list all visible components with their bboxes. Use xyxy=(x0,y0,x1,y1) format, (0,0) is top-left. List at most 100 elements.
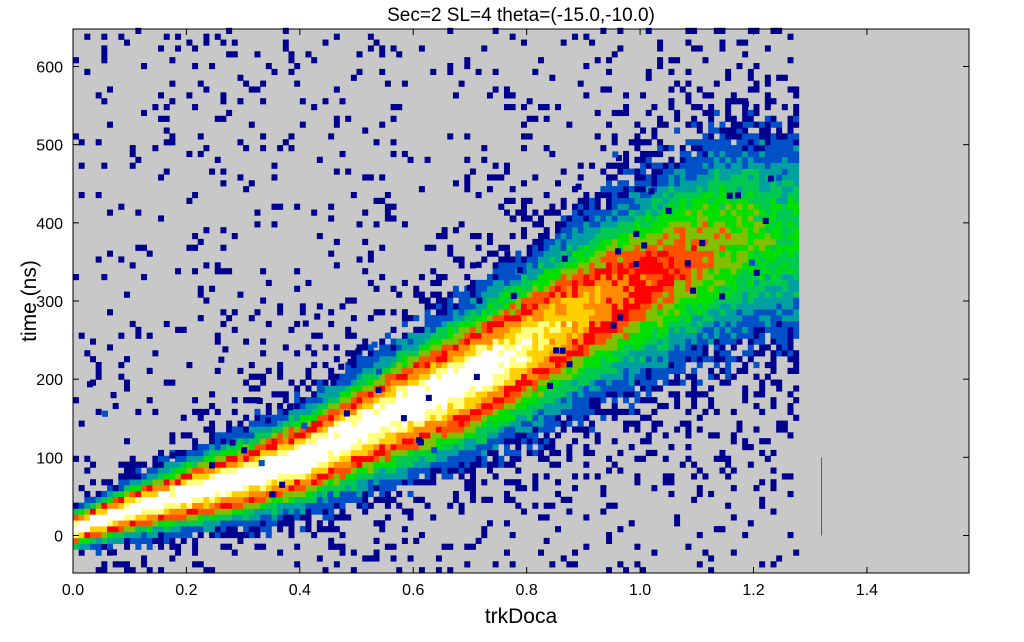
heatmap-cell xyxy=(515,444,522,451)
heatmap-cell xyxy=(611,186,618,193)
heatmap-cell xyxy=(277,309,284,316)
heatmap-cell xyxy=(84,502,91,509)
heatmap-cell xyxy=(373,549,380,556)
heatmap-cell xyxy=(747,174,754,181)
heatmap-cell xyxy=(623,320,630,328)
heatmap-cell xyxy=(583,285,590,292)
heatmap-cell xyxy=(526,320,533,328)
heatmap-cell xyxy=(350,397,357,404)
heatmap-cell xyxy=(685,408,692,416)
heatmap-cell xyxy=(345,397,352,404)
heatmap-cell xyxy=(271,68,278,76)
heatmap-cell xyxy=(486,332,493,339)
heatmap-cell xyxy=(713,238,720,246)
heatmap-cell xyxy=(611,356,618,363)
heatmap-cell xyxy=(73,543,79,550)
heatmap-cell xyxy=(572,279,579,287)
heatmap-cell xyxy=(107,250,113,257)
heatmap-cell xyxy=(685,162,692,169)
heatmap-outlier-cell xyxy=(229,439,236,446)
heatmap-cell xyxy=(430,268,437,275)
heatmap-cell xyxy=(566,303,573,310)
heatmap-cell xyxy=(84,520,91,527)
heatmap-cell xyxy=(384,479,391,486)
heatmap-cell xyxy=(84,33,91,40)
heatmap-cell xyxy=(469,420,476,427)
heatmap-cell xyxy=(254,531,261,539)
heatmap-cell xyxy=(594,379,601,386)
heatmap-cell xyxy=(424,315,431,322)
heatmap-cell xyxy=(708,168,715,175)
heatmap-cell xyxy=(685,332,692,339)
heatmap-cell xyxy=(124,526,131,533)
heatmap-cell xyxy=(339,373,346,380)
heatmap-cell xyxy=(577,408,584,416)
heatmap-cell xyxy=(759,238,766,246)
heatmap-cell xyxy=(345,414,352,421)
heatmap-cell xyxy=(566,414,573,421)
heatmap-cell xyxy=(725,186,732,193)
heatmap-cell xyxy=(566,408,573,416)
heatmap-cell xyxy=(617,297,624,304)
heatmap-cell xyxy=(532,115,539,122)
heatmap-cell xyxy=(418,379,425,386)
heatmap-cell xyxy=(747,209,754,216)
heatmap-cell xyxy=(362,426,369,433)
heatmap-cell xyxy=(781,104,788,111)
heatmap-cell xyxy=(719,367,726,374)
heatmap-cell xyxy=(611,233,618,240)
heatmap-cell xyxy=(696,274,703,281)
heatmap-cell xyxy=(447,309,454,316)
heatmap-cell xyxy=(781,256,788,263)
heatmap-cell xyxy=(736,256,743,263)
heatmap-cell xyxy=(464,444,471,451)
heatmap-cell xyxy=(209,63,216,70)
heatmap-cell xyxy=(696,561,703,568)
heatmap-cell xyxy=(594,432,601,439)
heatmap-cell xyxy=(713,350,720,357)
heatmap-cell xyxy=(486,444,493,451)
heatmap-cell xyxy=(413,291,420,298)
heatmap-cell xyxy=(781,285,788,292)
heatmap-cell xyxy=(475,367,482,374)
heatmap-cell xyxy=(299,397,306,404)
heatmap-cell xyxy=(294,514,301,521)
heatmap-cell xyxy=(163,526,170,533)
heatmap-cell xyxy=(407,426,414,433)
heatmap-cell xyxy=(674,279,681,287)
heatmap-cell xyxy=(396,444,403,451)
heatmap-cell xyxy=(662,238,669,246)
heatmap-cell xyxy=(509,338,516,345)
heatmap-cell xyxy=(736,297,743,304)
heatmap-cell xyxy=(186,473,193,480)
heatmap-cell xyxy=(260,526,267,533)
heatmap-cell xyxy=(651,262,658,269)
heatmap-cell xyxy=(333,467,340,474)
heatmap-cell xyxy=(674,344,681,351)
heatmap-cell xyxy=(390,285,397,292)
heatmap-outlier-cell xyxy=(400,415,407,422)
heatmap-cell xyxy=(447,250,454,257)
heatmap-cell xyxy=(362,367,369,374)
heatmap-cell xyxy=(651,191,658,199)
heatmap-cell xyxy=(379,479,386,486)
heatmap-cell xyxy=(708,356,715,363)
heatmap-cell xyxy=(634,191,641,199)
heatmap-cell xyxy=(243,379,250,386)
heatmap-cell xyxy=(776,139,783,146)
heatmap-cell xyxy=(702,168,709,175)
heatmap-cell xyxy=(759,285,766,292)
heatmap-cell xyxy=(492,350,499,357)
heatmap-cell xyxy=(560,408,567,416)
heatmap-cell xyxy=(311,531,318,539)
heatmap-cell xyxy=(623,397,630,404)
heatmap-cell xyxy=(124,485,131,492)
heatmap-cell xyxy=(623,233,630,240)
heatmap-cell xyxy=(793,197,800,204)
heatmap-cell xyxy=(464,391,471,398)
heatmap-cell xyxy=(401,461,408,468)
heatmap-cell xyxy=(486,186,493,193)
heatmap-cell xyxy=(606,502,613,509)
heatmap-cell xyxy=(430,332,437,339)
heatmap-cell xyxy=(379,367,386,374)
